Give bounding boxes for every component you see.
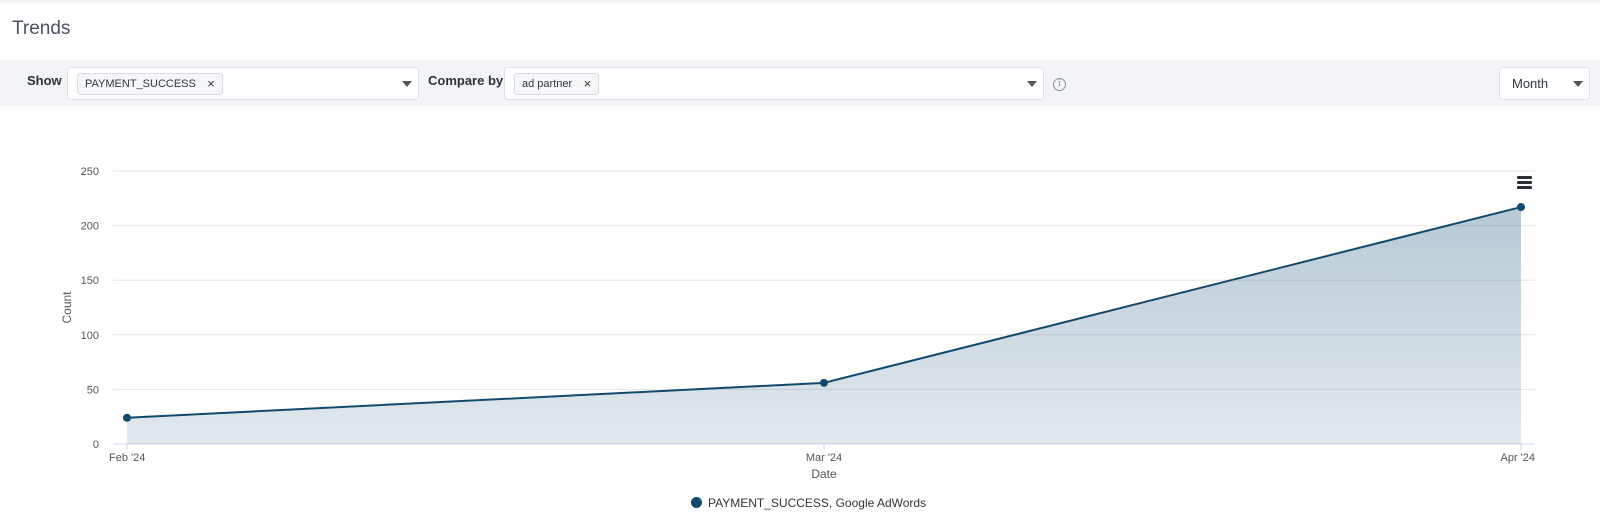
data-point [1517,203,1525,212]
top-shadow [0,0,1600,4]
compare-chip: ad partner × [514,73,600,95]
chevron-down-icon[interactable] [402,81,412,87]
show-label: Show [27,73,62,88]
series-area [127,207,1521,444]
page-title: Trends [12,18,71,39]
chart-legend[interactable]: PAYMENT_SUCCESS, Google AdWords [691,496,926,510]
x-tick-label: Apr '24 [1500,452,1535,464]
interval-select[interactable]: Month [1499,67,1590,100]
legend-marker [691,497,702,508]
show-chip-remove-icon[interactable]: × [207,76,215,91]
chevron-down-icon[interactable] [1573,81,1583,87]
info-icon[interactable]: i [1053,78,1066,91]
y-tick-label: 150 [81,275,99,287]
y-axis-title: Count [60,291,74,324]
y-tick-label: 250 [81,166,99,178]
legend-label: PAYMENT_SUCCESS, Google AdWords [708,496,927,510]
show-chip-label: PAYMENT_SUCCESS [85,78,196,90]
chart-menu-icon[interactable] [1517,176,1532,190]
x-axis-title: Date [811,467,837,481]
compare-by-select[interactable]: ad partner × [504,67,1044,100]
show-chip: PAYMENT_SUCCESS × [77,73,223,95]
y-tick-label: 0 [93,439,99,451]
x-tick-label: Feb '24 [109,452,145,464]
chevron-down-icon[interactable] [1027,81,1037,87]
y-tick-label: 100 [81,330,99,342]
data-point [123,413,131,422]
compare-by-label: Compare by [428,73,504,88]
compare-chip-label: ad partner [522,78,573,90]
y-tick-label: 200 [81,221,99,233]
data-point [820,378,828,387]
interval-value: Month [1512,76,1549,91]
compare-chip-remove-icon[interactable]: × [583,76,592,91]
x-tick-label: Mar '24 [806,452,842,464]
y-tick-label: 50 [87,384,99,396]
show-select[interactable]: PAYMENT_SUCCESS × [67,67,419,100]
